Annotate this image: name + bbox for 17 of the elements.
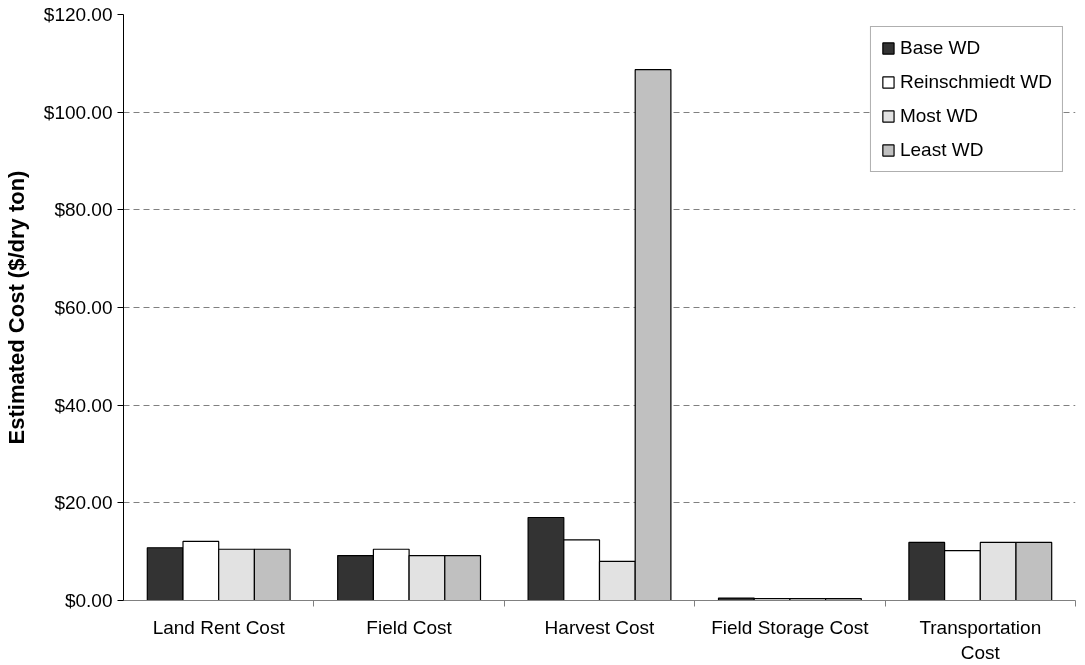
legend-label: Reinschmiedt WD — [899, 71, 1052, 93]
x-tick-label: Field Cost — [366, 616, 453, 638]
y-tick-label: $120.00 — [43, 4, 113, 25]
y-tick-label: $60.00 — [54, 297, 113, 318]
x-tick-label: Harvest Cost — [544, 616, 656, 638]
x-tick-label: Land Rent Cost — [152, 616, 286, 638]
legend-label: Base WD — [899, 37, 981, 59]
y-tick-label: $40.00 — [54, 394, 113, 416]
legend-label: Most WD — [899, 105, 979, 127]
x-tick-label: Field Storage Cost — [711, 616, 870, 638]
y-axis-title: Estimated Cost ($/dry ton) — [3, 170, 29, 445]
y-tick-label: $20.00 — [54, 492, 113, 514]
x-tick-label: Transportation Cost — [919, 616, 1042, 663]
legend-label: Least WD — [899, 139, 984, 161]
y-tick-label: $100.00 — [43, 101, 113, 123]
y-tick-label: $0.00 — [64, 590, 113, 611]
y-tick-label: $80.00 — [54, 199, 113, 221]
